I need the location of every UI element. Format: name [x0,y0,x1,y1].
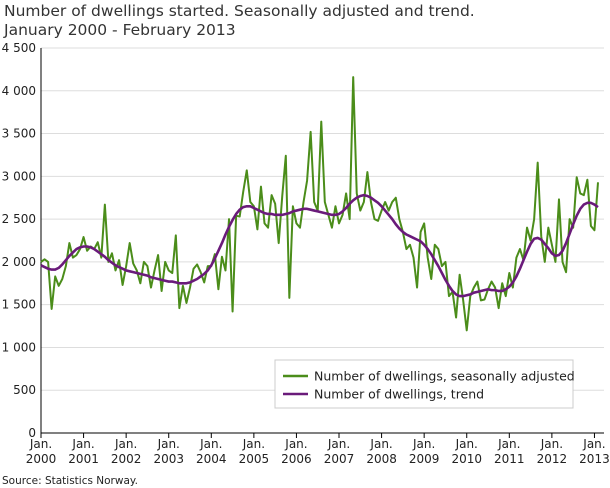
x-tick-label-line: Jan. [540,437,563,451]
data-line [40,193,599,298]
x-tick-label-line: 2003 [153,452,184,466]
x-tick-label-line: 2007 [324,452,355,466]
x-tick-label-line: Jan. [412,437,435,451]
y-tick-label: 4 000 [2,84,36,98]
x-tick-label: Jan. 2010 [451,437,482,466]
x-tick-label-line: 2004 [196,452,227,466]
x-tick-label-line: Jan. [497,437,520,451]
x-tick-label: Jan. 2009 [409,437,440,466]
x-tick-label: Jan. 2008 [366,437,397,466]
legend-label: Number of dwellings, trend [314,387,484,402]
x-tick-label-line: 2005 [239,452,270,466]
x-tick-label: Jan. 2005 [239,437,270,466]
x-tick-label: Jan. 2000 [26,437,57,466]
x-tick-label-line: 2011 [494,452,525,466]
x-tick-label-line: 2002 [111,452,142,466]
x-tick-label: Jan. 2003 [153,437,184,466]
x-tick-label-line: 2009 [409,452,440,466]
x-tick-label-line: 2010 [451,452,482,466]
x-tick-label-line: Jan. [71,437,94,451]
legend-box [274,359,574,409]
x-tick-label-line: 2008 [366,452,397,466]
x-tick-label-line: Jan. [157,437,180,451]
x-tick-label: Jan. 2013 [579,437,610,466]
x-tick-label-line: Jan. [582,437,605,451]
y-tick-label: 2 500 [2,212,36,226]
y-tick-label: 3 000 [2,169,36,183]
x-tick-label-line: Jan. [455,437,478,451]
x-tick-label-line: Jan. [29,437,52,451]
source: Source: Statistics Norway. [2,475,138,487]
y-tick-label: 1 500 [2,298,36,312]
x-tick-label-line: 2006 [281,452,312,466]
x-tick-label-line: Jan. [369,437,392,451]
y-tick-label: 1 000 [2,340,36,354]
chart-subtitle: January 2000 - February 2013 [3,21,236,39]
x-tick-label: Jan. 2012 [537,437,568,466]
x-tick-label-line: 2012 [537,452,568,466]
y-tick-label: 2 000 [2,255,36,269]
x-tick-label: Jan. 2004 [196,437,227,466]
x-tick-label-line: Jan. [284,437,307,451]
x-tick-label-line: Jan. [199,437,222,451]
x-tick-label-line: 2001 [68,452,99,466]
x-tick-label: Jan. 2001 [68,437,99,466]
x-tick-label: Jan. 2011 [494,437,525,466]
y-tick-label: 4 500 [2,41,36,55]
x-tick-label: Jan. 2006 [281,437,312,466]
x-tick-label-line: Jan. [327,437,350,451]
data-line [40,76,599,332]
y-tick-label: 0 [28,426,36,440]
x-tick-label-line: Jan. [242,437,265,451]
chart-title: Number of dwellings started. Seasonally … [4,2,475,20]
x-tick-label-line: 2000 [26,452,57,466]
y-tick-label: 3 500 [2,127,36,141]
x-tick-label: Jan. 2007 [324,437,355,466]
x-tick-label-line: 2013 [579,452,610,466]
legend-label: Number of dwellings, seasonally adjusted [314,369,575,384]
x-tick-label-line: Jan. [114,437,137,451]
x-tick-label: Jan. 2002 [111,437,142,466]
y-tick-label: 500 [13,383,36,397]
